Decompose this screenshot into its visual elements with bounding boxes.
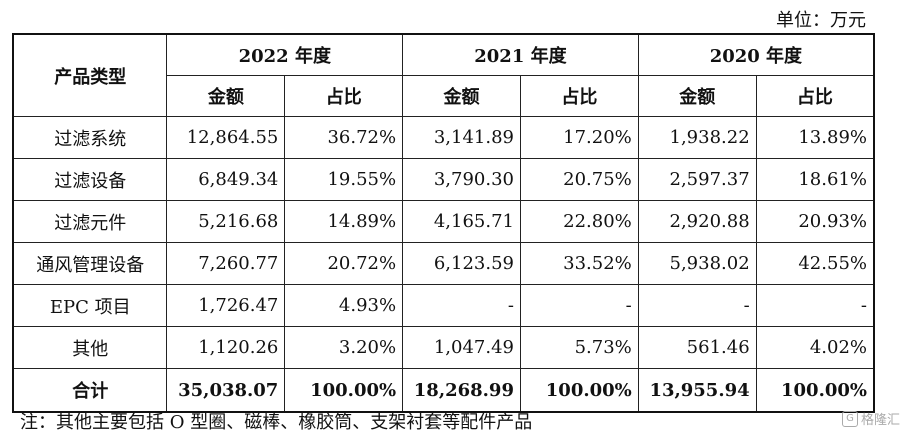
table-cell: 20.72% xyxy=(284,242,404,285)
table-cell: 36.72% xyxy=(284,116,404,159)
header-year-2020: 2020 年度 xyxy=(637,33,875,76)
table-row: 通风管理设备 7,260.77 20.72% 6,123.59 33.52% 5,938.… xyxy=(12,242,875,285)
table-cell: 3,790.30 xyxy=(402,158,521,201)
row-label: 过滤元件 xyxy=(12,200,168,243)
header-year-2022: 2022 年度 xyxy=(166,33,404,76)
table-row: 其他 1,120.26 3.20% 1,047.49 5.73% 561.46 4.02% xyxy=(12,326,875,369)
table-cell: 3.20% xyxy=(284,326,404,369)
table-cell: 5,938.02 xyxy=(637,242,757,285)
table-cell: 19.55% xyxy=(284,158,404,201)
header-ratio: 占比 xyxy=(755,75,875,117)
table-cell: 1,047.49 xyxy=(402,326,521,369)
row-label: 通风管理设备 xyxy=(12,242,168,285)
brand-logo-icon: G xyxy=(841,410,858,427)
table-row: 过滤元件 5,216.68 14.89% 4,165.71 22.80% 2,920.88… xyxy=(12,200,875,243)
header-year-2021: 2021 年度 xyxy=(402,33,639,76)
table-cell: 42.55% xyxy=(755,242,875,285)
table-cell: 20.75% xyxy=(520,158,639,201)
table-cell: 3,141.89 xyxy=(402,116,521,159)
header-ratio: 占比 xyxy=(284,75,404,117)
unit-label: 单位：万元 xyxy=(776,10,866,31)
table-row: EPC 项目 1,726.47 4.93% - - - - xyxy=(12,284,875,327)
table-row: 过滤设备 6,849.34 19.55% 3,790.30 20.75% 2,597.37… xyxy=(12,158,875,201)
watermark-logo: G 格隆汇 xyxy=(841,409,900,428)
table-cell: 6,849.34 xyxy=(166,158,286,201)
total-cell: 18,268.99 xyxy=(402,368,521,413)
header-ratio: 占比 xyxy=(520,75,639,117)
table-cell: 17.20% xyxy=(520,116,639,159)
product-revenue-table: 产品类型 2022 年度 2021 年度 2020 年度 金额 占比 金额 占比… xyxy=(12,33,875,413)
header-row-years: 产品类型 2022 年度 2021 年度 2020 年度 xyxy=(12,33,875,117)
table-cell: - xyxy=(637,284,757,327)
total-row: 合计 35,038.07 100.00% 18,268.99 100.00% 1… xyxy=(12,368,875,413)
header-amount: 金额 xyxy=(166,75,286,117)
row-label: 过滤系统 xyxy=(12,116,168,159)
table-cell: 4,165.71 xyxy=(402,200,521,243)
table-row: 过滤系统 12,864.55 36.72% 3,141.89 17.20% 1,938.2… xyxy=(12,116,875,159)
table-cell: 4.93% xyxy=(284,284,404,327)
table-cell: 22.80% xyxy=(520,200,639,243)
table-cell: 1,938.22 xyxy=(637,116,757,159)
table-cell: 1,120.26 xyxy=(166,326,286,369)
table-cell: 13.89% xyxy=(755,116,875,159)
total-cell: 100.00% xyxy=(284,368,404,413)
total-cell: 100.00% xyxy=(755,368,875,413)
watermark-text: 格隆汇 xyxy=(860,413,900,428)
table-body: 过滤系统 12,864.55 36.72% 3,141.89 17.20% 1,938.2… xyxy=(12,116,875,369)
total-cell: 100.00% xyxy=(520,368,639,413)
table-cell: 14.89% xyxy=(284,200,404,243)
table-cell: - xyxy=(520,284,639,327)
table-cell: 561.46 xyxy=(637,326,757,369)
table-cell: 4.02% xyxy=(755,326,875,369)
table-cell: 1,726.47 xyxy=(166,284,286,327)
table-cell: 18.61% xyxy=(755,158,875,201)
header-product-type: 产品类型 xyxy=(12,33,168,117)
table-cell: 6,123.59 xyxy=(402,242,521,285)
table-cell: 5,216.68 xyxy=(166,200,286,243)
row-label: 过滤设备 xyxy=(12,158,168,201)
table-cell: 2,920.88 xyxy=(637,200,757,243)
table-cell: 2,597.37 xyxy=(637,158,757,201)
table-cell: 33.52% xyxy=(520,242,639,285)
table-cell: - xyxy=(402,284,521,327)
row-label: EPC 项目 xyxy=(12,284,168,327)
table-cell: 20.93% xyxy=(755,200,875,243)
header-amount: 金额 xyxy=(402,75,521,117)
row-label: 其他 xyxy=(12,326,168,369)
table-cell: 12,864.55 xyxy=(166,116,286,159)
total-cell: 35,038.07 xyxy=(166,368,286,413)
total-cell: 13,955.94 xyxy=(637,368,757,413)
total-label: 合计 xyxy=(12,368,168,413)
table-cell: - xyxy=(755,284,875,327)
header-amount: 金额 xyxy=(637,75,757,117)
table-cell: 5.73% xyxy=(520,326,639,369)
header-row-metrics: 金额 占比 金额 占比 金额 占比 xyxy=(13,75,875,117)
footnote: 注：其他主要包括 O 型圈、磁棒、橡胶筒、支架衬套等配件产品 xyxy=(20,412,533,433)
table-cell: 7,260.77 xyxy=(166,242,286,285)
